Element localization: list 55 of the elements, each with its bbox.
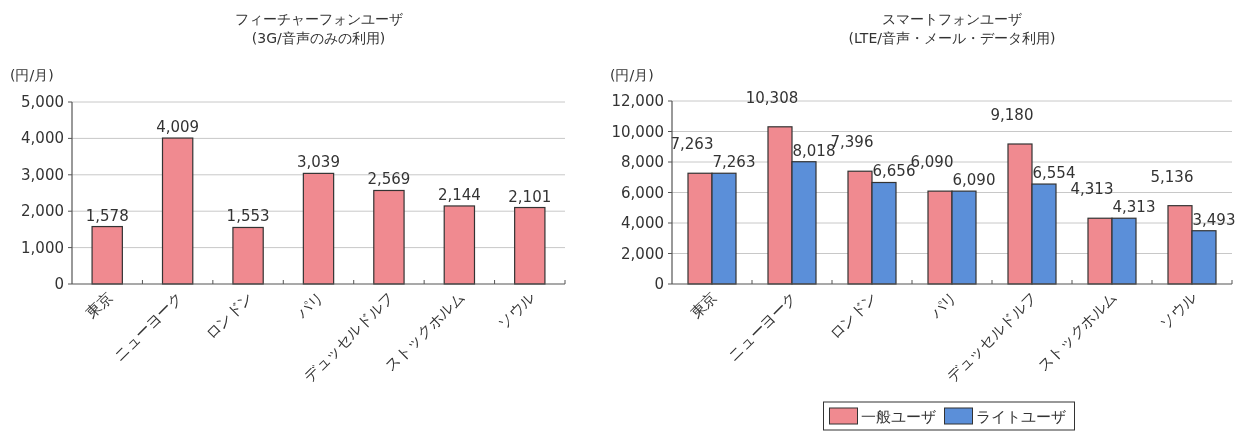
data-label: 7,263: [670, 135, 714, 154]
y-tick-label: 12,000: [611, 92, 664, 110]
data-label: 2,101: [508, 187, 552, 206]
x-tick-label: 東京: [82, 288, 117, 323]
bar: [373, 189, 405, 285]
y-tick-label: 0: [54, 275, 64, 293]
data-label: 4,313: [1070, 180, 1114, 199]
x-tick-label: パリ: [926, 288, 961, 323]
y-tick-label: 0: [654, 275, 664, 293]
x-tick-label: ソウル: [1156, 288, 1201, 333]
data-label: 10,308: [745, 88, 799, 107]
chart-title: スマートフォンユーザ: [882, 11, 1022, 27]
y-axis-title: (円/月): [610, 67, 654, 83]
bar: [514, 206, 546, 285]
y-tick-label: 4,000: [621, 214, 664, 232]
y-tick-label: 2,000: [21, 202, 64, 221]
y-tick-label: 10,000: [611, 122, 664, 141]
x-tick-label: ソウル: [494, 288, 539, 333]
chart-subtitle: (LTE/音声・メール・データ利用): [848, 30, 1056, 46]
x-tick-label: ロンドン: [201, 288, 257, 344]
data-label: 1,553: [226, 207, 270, 226]
y-tick-label: 3,000: [21, 165, 64, 184]
data-label: 4,009: [156, 118, 200, 137]
x-tick-label: ストックホルム: [1033, 288, 1121, 376]
x-tick-label: ニューヨーク: [724, 288, 801, 365]
data-label: 5,136: [1150, 167, 1194, 186]
y-tick-label: 2,000: [621, 244, 664, 263]
data-label: 2,569: [367, 170, 411, 189]
bar: [302, 172, 335, 285]
x-tick-label: パリ: [292, 288, 328, 323]
data-label: 3,039: [297, 153, 340, 172]
y-tick-label: 8,000: [621, 153, 664, 171]
y-axis-title: (円/月): [10, 67, 54, 83]
y-tick-label: 1,000: [21, 238, 64, 257]
data-label: 6,554: [1032, 164, 1076, 183]
data-label: 4,313: [1112, 198, 1156, 217]
data-label: 9,180: [990, 106, 1034, 124]
bar: [91, 225, 123, 285]
bar: [161, 137, 194, 285]
y-tick-label: 6,000: [621, 183, 664, 202]
data-label: 3,493: [1192, 210, 1236, 229]
bar: [232, 226, 264, 285]
data-label: 7,263: [712, 153, 756, 172]
chart-subtitle: (3G/音声のみの利用): [251, 30, 386, 46]
legend-label: 一般ユーザ: [860, 408, 936, 426]
y-tick-label: 4,000: [21, 129, 64, 148]
data-label: 1,578: [85, 206, 129, 225]
legend-label: ライトユーザ: [975, 408, 1066, 426]
y-tick-label: 5,000: [21, 93, 64, 111]
bar: [443, 205, 476, 285]
chart-title: フィーチャーフォンユーザ: [234, 11, 403, 27]
data-label: 6,090: [952, 171, 996, 190]
x-tick-label: ロンドン: [825, 288, 881, 344]
data-label: 2,144: [437, 185, 481, 204]
x-tick-label: 東京: [686, 288, 721, 323]
